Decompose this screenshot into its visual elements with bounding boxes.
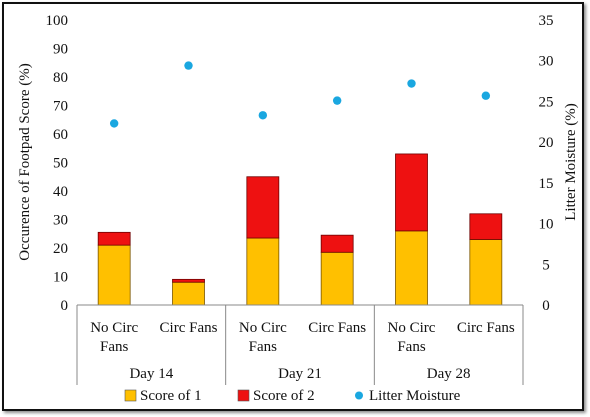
y2-tick-label: 20 — [539, 135, 554, 151]
y2-tick-label: 25 — [539, 94, 554, 110]
x-category-label: Circ Fans — [308, 320, 366, 336]
x-category-label: No Circ — [239, 320, 287, 336]
bar-score-2 — [395, 153, 428, 232]
litter-moisture-point — [258, 111, 268, 120]
legend-label: Score of 2 — [253, 388, 315, 404]
x-category-label: Circ Fans — [457, 320, 515, 336]
legend: Score of 1 Score of 2 Litter Moisture — [124, 388, 461, 404]
y-tick-label: 100 — [46, 13, 69, 29]
y2-tick-label: 30 — [539, 54, 554, 70]
y2-tick-label: 5 — [542, 257, 550, 273]
bar-score-1 — [395, 230, 428, 306]
chart-frame — [2, 2, 584, 411]
litter-moisture-point — [109, 119, 119, 128]
x-category-label: Fans — [249, 339, 278, 355]
y-tick-label: 40 — [53, 184, 68, 200]
litter-moisture-point — [481, 91, 491, 100]
x-category-label: No Circ — [90, 320, 138, 336]
group-label: Day 14 — [129, 366, 173, 382]
y-tick-label: 10 — [53, 270, 68, 286]
litter-moisture-point — [407, 79, 416, 88]
litter-moisture-point — [332, 96, 342, 105]
y-axis-label: Occurence of Footpad Score (%) — [17, 63, 33, 260]
bar-score-2 — [172, 278, 205, 283]
legend-label: Litter Moisture — [369, 388, 461, 404]
x-category-label: Fans — [397, 339, 426, 355]
y2-tick-label: 15 — [539, 176, 554, 192]
group-label: Day 21 — [278, 366, 322, 382]
plot-area: 0 10 20 30 40 50 60 70 80 90 100 0 5 10 15 20 25 30 35 No C… — [46, 13, 554, 385]
bar-score-2 — [469, 213, 503, 240]
legend-marker — [355, 391, 363, 400]
y2-tick-label: 0 — [542, 298, 550, 314]
y-tick-label: 0 — [61, 298, 69, 314]
y2-axis-label: Litter Moisture (%) — [563, 103, 579, 220]
y2-tick-label: 35 — [539, 13, 554, 29]
group-label: Day 28 — [427, 366, 471, 382]
y-tick-label: 60 — [53, 127, 68, 143]
y-tick-label: 70 — [53, 99, 68, 115]
y2-tick-label: 10 — [539, 217, 554, 233]
y-tick-label: 30 — [53, 213, 68, 229]
legend-swatch — [237, 389, 250, 402]
y-tick-label: 50 — [53, 156, 68, 172]
litter-moisture-point — [184, 61, 193, 70]
bar-score-1 — [469, 239, 503, 306]
bar-score-1 — [246, 237, 280, 306]
bar-score-2 — [320, 234, 354, 253]
x-category-label: Circ Fans — [160, 320, 218, 336]
bar-score-1 — [172, 281, 205, 306]
bar-score-1 — [320, 251, 354, 306]
legend-label: Score of 1 — [140, 388, 202, 404]
y-tick-label: 90 — [53, 42, 68, 58]
y-tick-label: 20 — [53, 241, 68, 257]
bar-score-2 — [246, 176, 280, 239]
y-tick-label: 80 — [53, 70, 68, 86]
bar-score-1 — [97, 244, 131, 306]
legend-swatch — [124, 389, 137, 402]
x-category-label: Fans — [100, 339, 129, 355]
x-category-label: No Circ — [388, 320, 436, 336]
bar-score-2 — [97, 231, 131, 246]
